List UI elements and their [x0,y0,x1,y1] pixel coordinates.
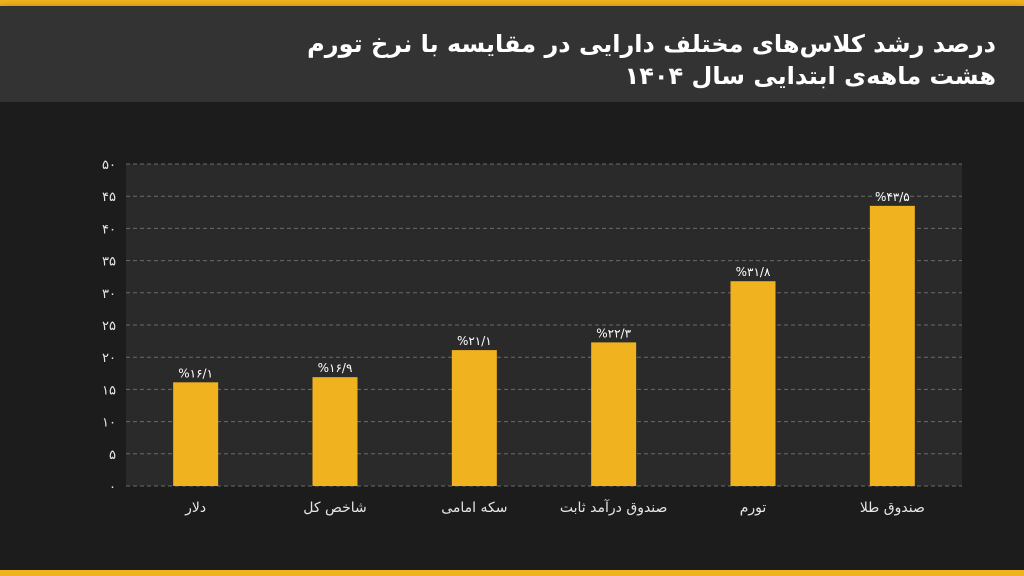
y-tick-label: ۳۵ [102,255,116,270]
x-axis-categories: دلار شاخص کل سکه امامی صندوق درآمد ثابت تورم… [184,499,925,516]
x-category-label: صندوق طلا [860,500,925,516]
bar [869,205,915,487]
y-tick-label: ۱۵ [102,383,116,398]
x-category-label: دلار [184,500,206,516]
bar-data-label: %۱۶/۹ [318,361,353,375]
bar-data-label: %۳۱/۸ [736,265,771,279]
y-tick-label: ۱۰ [102,416,116,431]
y-tick-label: ۵۰ [102,158,116,173]
chart-title-line-1: درصد رشد کلاس‌های مختلف دارایی در مقایسه… [307,30,996,58]
top-accent-stripe [0,0,1024,6]
chart-title-line-2: هشت ماهه‌ی ابتدایی سال ۱۴۰۴ [624,62,996,90]
bar [451,350,497,486]
bar-data-label: %۴۳/۵ [875,190,910,204]
bars [173,205,915,487]
x-category-label: صندوق درآمد ثابت [560,499,668,516]
y-tick-label: ۴۰ [102,222,116,237]
bar-data-label: %۲۱/۱ [457,334,492,348]
y-tick-label: ۲۵ [102,319,116,334]
header-bar: درصد رشد کلاس‌های مختلف دارایی در مقایسه… [0,6,1024,102]
bar [591,342,637,486]
y-tick-label: ۰ [109,480,116,495]
x-category-label: سکه امامی [441,500,507,516]
gridlines [126,163,962,487]
data-labels: %۱۶/۱ %۱۶/۹ %۲۱/۱ %۲۲/۳ %۳۱/۸ %۴۳/۵ [178,190,909,380]
y-tick-label: ۴۵ [102,190,116,205]
bottom-accent-stripe [0,570,1024,576]
chart-area: ۰ ۵ ۱۰ ۱۵ ۲۰ ۲۵ ۳۰ ۳۵ ۴۰ ۴۵ ۵۰ %۱۶/۱ %۱۶/۹ %۲۱/۱ %۲۲/… [0,102,1024,570]
x-category-label: شاخص کل [303,500,367,516]
bar-data-label: %۲۲/۳ [596,326,631,340]
y-tick-label: ۵ [109,448,116,463]
bar [730,281,776,486]
bar [312,377,358,486]
y-tick-label: ۳۰ [102,287,116,302]
x-category-label: تورم [740,500,767,516]
bar-chart: ۰ ۵ ۱۰ ۱۵ ۲۰ ۲۵ ۳۰ ۳۵ ۴۰ ۴۵ ۵۰ %۱۶/۱ %۱۶/۹ %۲۱/۱ %۲۲/… [102,158,962,516]
y-axis-ticks: ۰ ۵ ۱۰ ۱۵ ۲۰ ۲۵ ۳۰ ۳۵ ۴۰ ۴۵ ۵۰ [102,158,116,495]
chart-title: درصد رشد کلاس‌های مختلف دارایی در مقایسه… [96,28,996,92]
bar [173,382,219,486]
y-tick-label: ۲۰ [102,351,116,366]
bar-data-label: %۱۶/۱ [178,366,213,380]
